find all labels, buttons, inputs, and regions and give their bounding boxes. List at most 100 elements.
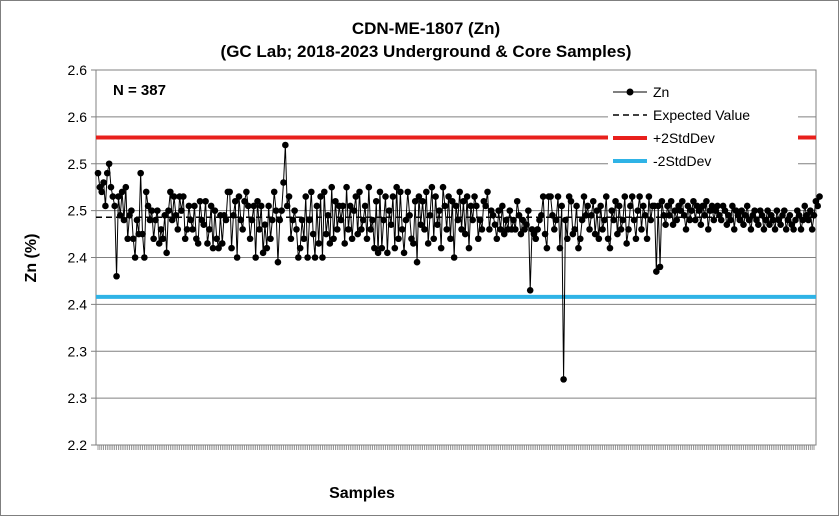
zn-point [376, 188, 384, 196]
zn-point [532, 235, 540, 243]
zn-point [250, 202, 258, 210]
zn-point [395, 235, 402, 243]
zn-point [213, 235, 221, 243]
zn-point [261, 221, 269, 228]
zn-point [374, 249, 382, 257]
zn-point [278, 207, 285, 214]
zn-point [324, 212, 332, 219]
zn-point [586, 226, 593, 233]
zn-point [434, 221, 441, 228]
zn-point [567, 197, 575, 205]
zn-point [623, 240, 630, 247]
zn-point [241, 197, 248, 205]
zn-point [769, 216, 777, 224]
zn-point [638, 226, 645, 233]
zn-point [554, 193, 562, 200]
zn-point [808, 226, 816, 233]
zn-point [608, 207, 616, 214]
zn-point [597, 202, 604, 210]
zn-point [632, 235, 640, 243]
zn-point [751, 207, 758, 214]
zn-point [426, 212, 434, 219]
zn-point [248, 216, 256, 224]
zn-point [580, 193, 588, 200]
zn-point [588, 212, 595, 219]
zn-point [762, 216, 770, 224]
zn-point [339, 202, 347, 210]
zn-point [267, 235, 274, 243]
zn-point [231, 197, 239, 205]
zn-point [612, 197, 619, 205]
zn-point [723, 221, 731, 228]
zn-point [180, 193, 187, 200]
zn-point [311, 254, 319, 261]
zn-point [736, 216, 744, 224]
x-tick-marks-path [97, 445, 815, 450]
zn-point [404, 188, 412, 196]
zn-point [300, 235, 308, 243]
zn-point [443, 226, 451, 233]
zn-point [276, 216, 284, 224]
zn-point [573, 202, 580, 210]
zn-point [717, 216, 725, 224]
zn-point [645, 193, 653, 200]
zn-point [298, 216, 306, 224]
zn-point [131, 254, 139, 261]
zn-point [517, 230, 525, 238]
zn-point [423, 188, 430, 196]
zn-point [743, 202, 751, 210]
zn-point [647, 216, 655, 224]
chart-title: CDN-ME-1807 (Zn) [352, 19, 500, 38]
legend-label: -2StdDev [653, 153, 711, 169]
zn-point [181, 235, 189, 243]
zn-point [758, 212, 766, 219]
zn-point [102, 202, 109, 210]
zn-point [593, 207, 601, 214]
zn-point [445, 193, 452, 200]
zn-point [730, 226, 738, 233]
zn-point [491, 221, 499, 228]
zn-point [411, 197, 419, 205]
zn-point [154, 207, 161, 214]
zn-point [421, 226, 428, 233]
zn-point [461, 230, 469, 238]
zn-point [120, 216, 128, 224]
zn-point [499, 202, 506, 210]
zn-point [103, 169, 111, 177]
zn-point [547, 193, 554, 200]
zn-point [113, 272, 120, 280]
zn-point [337, 216, 345, 224]
zn-point [215, 244, 222, 252]
zn-point [302, 193, 310, 200]
zn-point [515, 212, 523, 219]
zn-point [690, 197, 697, 205]
zn-point [506, 207, 514, 214]
zn-point [235, 193, 243, 200]
zn-point [458, 226, 465, 233]
zn-point [254, 197, 261, 205]
zn-point [467, 202, 475, 210]
zn-point [500, 230, 508, 238]
zn-point [436, 207, 443, 214]
zn-point [747, 226, 755, 233]
zn-point [269, 216, 276, 224]
zn-point [806, 207, 814, 214]
zn-point [133, 216, 141, 224]
zn-point [452, 202, 460, 210]
zn-point [653, 268, 660, 275]
zn-point [400, 249, 408, 257]
zn-point [380, 216, 387, 224]
zn-point [398, 226, 406, 233]
zn-point [792, 216, 799, 224]
zn-point [701, 212, 708, 219]
legend-label: Zn [653, 84, 669, 100]
zn-point [671, 207, 679, 214]
zn-point [168, 216, 176, 224]
zn-point [378, 244, 386, 252]
zn-point [194, 240, 202, 247]
zn-point [385, 207, 393, 214]
zn-point [432, 193, 439, 200]
zn-point [562, 216, 569, 224]
zn-point [606, 244, 614, 252]
zn-point [152, 216, 159, 224]
